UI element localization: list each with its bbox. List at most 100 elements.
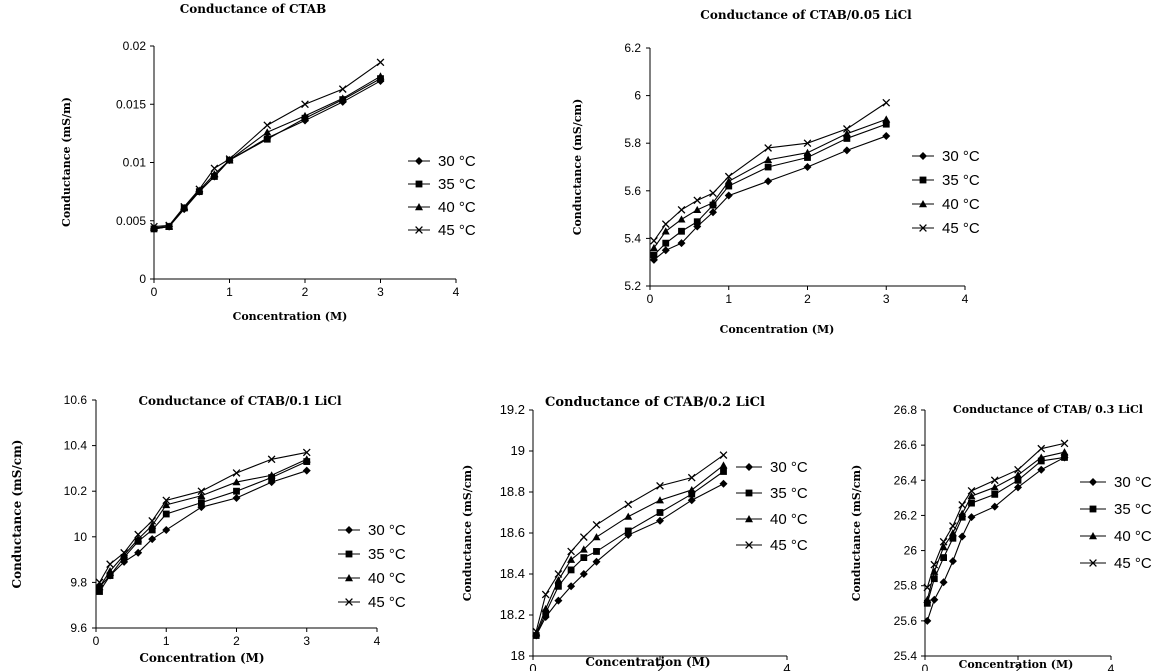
legend-entry: 30 °C	[1080, 474, 1152, 491]
legend-label: 30 °C	[942, 148, 980, 165]
data-point	[148, 521, 157, 529]
series-line	[926, 456, 1065, 604]
data-point	[939, 578, 948, 587]
data-point	[233, 487, 240, 495]
x-axis-label: Concentration (M)	[959, 658, 1074, 671]
x-tick-label: 4	[962, 292, 969, 306]
data-point	[532, 629, 541, 637]
y-tick-label: 0.005	[116, 214, 146, 228]
data-point	[134, 530, 143, 539]
data-point	[882, 120, 890, 128]
x-axis-label: Concentration (M)	[720, 323, 835, 336]
x-tick-label: 4	[453, 285, 460, 299]
y-tick-label: 0	[139, 272, 146, 286]
legend-label: 45 °C	[368, 594, 406, 611]
y-tick-label: 25.6	[894, 614, 918, 628]
data-point	[967, 492, 976, 500]
data-point	[958, 532, 967, 541]
data-point	[842, 146, 851, 155]
data-point	[958, 513, 966, 521]
legend-label: 45 °C	[770, 537, 808, 554]
data-point	[148, 535, 157, 544]
data-point	[724, 191, 733, 200]
series-x	[532, 451, 728, 636]
data-point	[649, 243, 658, 252]
legend-marker	[415, 226, 423, 234]
data-point	[162, 525, 171, 534]
y-tick-label: 25.4	[894, 649, 918, 663]
data-point	[882, 132, 891, 141]
y-tick-label: 10.6	[64, 393, 88, 407]
legend-label: 45 °C	[1114, 555, 1152, 572]
series-line	[535, 464, 724, 634]
legend-entry: 45 °C	[736, 537, 808, 554]
y-tick-label: 19.2	[500, 402, 525, 417]
data-point	[162, 500, 171, 509]
legend-entry: 35 °C	[1080, 501, 1152, 518]
x-tick-label: 1	[226, 285, 233, 299]
data-point	[764, 155, 773, 164]
series-diamond	[649, 132, 891, 264]
data-point	[1014, 471, 1022, 479]
data-point	[1060, 439, 1069, 448]
legend-label: 35 °C	[770, 485, 808, 502]
x-axis-label: Concentration (M)	[139, 651, 264, 665]
data-point	[148, 526, 156, 534]
data-point	[225, 155, 234, 163]
data-point	[940, 554, 947, 561]
y-tick-label: 18	[511, 648, 525, 663]
y-tick-label: 0.01	[123, 156, 147, 170]
data-point	[232, 469, 241, 477]
data-point	[302, 455, 311, 463]
legend-entry: 40 °C	[912, 196, 980, 213]
series-line	[926, 456, 1065, 622]
series-line	[535, 454, 724, 632]
y-axis-label: Conductance (mS/cm)	[850, 465, 863, 602]
legend-marker	[415, 180, 423, 188]
data-point	[302, 448, 311, 457]
x-tick-label: 0	[529, 661, 536, 671]
data-point	[541, 604, 550, 613]
data-point	[95, 578, 104, 587]
data-point	[677, 215, 686, 223]
legend-label: 45 °C	[942, 220, 980, 237]
chart-title: Conductance of CTAB/0.1 LiCl	[138, 394, 341, 408]
legend-marker	[415, 203, 423, 211]
data-point	[579, 533, 588, 541]
data-point	[197, 499, 205, 506]
y-tick-label: 26	[904, 544, 918, 558]
chart-title: Conductance of CTAB/0.05 LiCl	[700, 8, 912, 22]
legend-marker	[415, 157, 423, 165]
series-line	[926, 451, 1065, 600]
chart-title: Conductance of CTAB/ 0.3 LiCl	[953, 403, 1143, 416]
data-point	[930, 575, 938, 583]
data-point	[990, 483, 999, 491]
series-line	[153, 78, 381, 230]
data-point	[338, 94, 347, 102]
legend-label: 45 °C	[438, 222, 476, 239]
series-diamond	[95, 466, 311, 591]
y-tick-label: 6.2	[624, 41, 641, 55]
data-point	[267, 455, 276, 464]
series-triangle	[923, 448, 1069, 603]
data-point	[990, 476, 999, 485]
legend-marker	[745, 463, 753, 471]
series-triangle	[95, 455, 311, 591]
data-point	[197, 487, 206, 496]
y-tick-label: 26.4	[894, 473, 918, 487]
legend-marker	[745, 489, 753, 497]
y-tick-label: 18.6	[500, 525, 525, 540]
legend-entry: 30 °C	[912, 148, 980, 165]
data-point	[150, 222, 158, 231]
data-point	[1037, 453, 1046, 461]
legend-marker	[345, 550, 353, 558]
data-point	[709, 189, 717, 198]
y-tick-label: 9.6	[70, 621, 87, 635]
series-line	[926, 442, 1065, 588]
data-point	[1037, 444, 1046, 453]
y-tick-label: 25.8	[894, 579, 918, 593]
data-point	[195, 185, 204, 194]
x-tick-label: 3	[303, 634, 310, 648]
data-point	[555, 582, 562, 590]
x-tick-label: 3	[377, 285, 384, 299]
